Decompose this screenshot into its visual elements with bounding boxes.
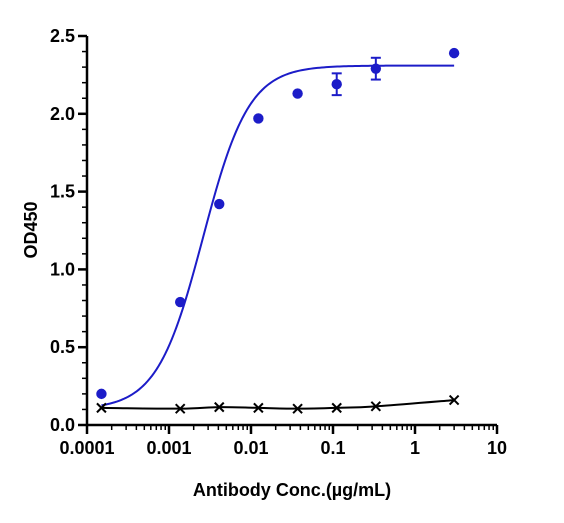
data-point-series-2 — [214, 401, 225, 413]
fit-curves — [101, 64, 455, 410]
data-point-series-1 — [370, 63, 382, 74]
x-tick-label: 0.0001 — [59, 438, 114, 458]
data-point-series-2 — [448, 394, 460, 406]
x-marker-stroke — [214, 401, 225, 413]
y-tick-label: 2.0 — [50, 104, 75, 124]
ticks: 0.0 0.5 1.0 1.5 2.0 2.5 0.0001 0.001 0.01 0.1 1 10 — [50, 26, 507, 458]
data-point-series-2 — [175, 403, 186, 414]
x-axis-title: Antibody Conc.(µg/mL) — [193, 480, 391, 500]
x-marker-stroke — [331, 402, 342, 414]
x-tick-label: 0.01 — [233, 438, 268, 458]
data-point-series-1 — [331, 79, 342, 90]
data-point-series-1 — [96, 388, 107, 400]
y-tick-label: 2.5 — [50, 26, 75, 46]
y-tick-label: 1.0 — [50, 259, 75, 279]
x-marker-stroke — [292, 403, 303, 414]
x-tick-label: 10 — [487, 438, 507, 458]
axes — [85, 36, 497, 427]
x-marker-stroke — [448, 394, 460, 406]
data-point-series-1 — [448, 47, 460, 59]
data-point-series-1 — [292, 88, 303, 99]
y-axis-title: OD450 — [21, 201, 41, 258]
fit-curve-series-1 — [101, 64, 455, 407]
y-tick-label: 1.5 — [50, 182, 75, 202]
x-tick-label: 0.1 — [320, 438, 345, 458]
x-marker-stroke — [96, 402, 107, 414]
data-points — [96, 47, 460, 414]
x-tick-label: 0.001 — [146, 438, 191, 458]
data-point-series-1 — [175, 296, 186, 308]
data-point-series-1 — [253, 113, 264, 124]
x-marker-stroke — [175, 403, 186, 414]
data-point-series-2 — [370, 401, 382, 412]
data-point-series-2 — [96, 402, 107, 414]
y-tick-label: 0.5 — [50, 337, 75, 357]
data-point-series-1 — [214, 198, 225, 210]
data-point-series-2 — [253, 402, 264, 414]
y-tick-label: 0.0 — [50, 415, 75, 435]
x-marker-stroke — [253, 402, 264, 414]
fit-curve-series-2 — [101, 399, 455, 410]
data-point-series-2 — [331, 402, 342, 414]
data-point-series-2 — [292, 403, 303, 414]
x-tick-label: 1 — [410, 438, 420, 458]
x-marker-stroke — [370, 401, 382, 412]
